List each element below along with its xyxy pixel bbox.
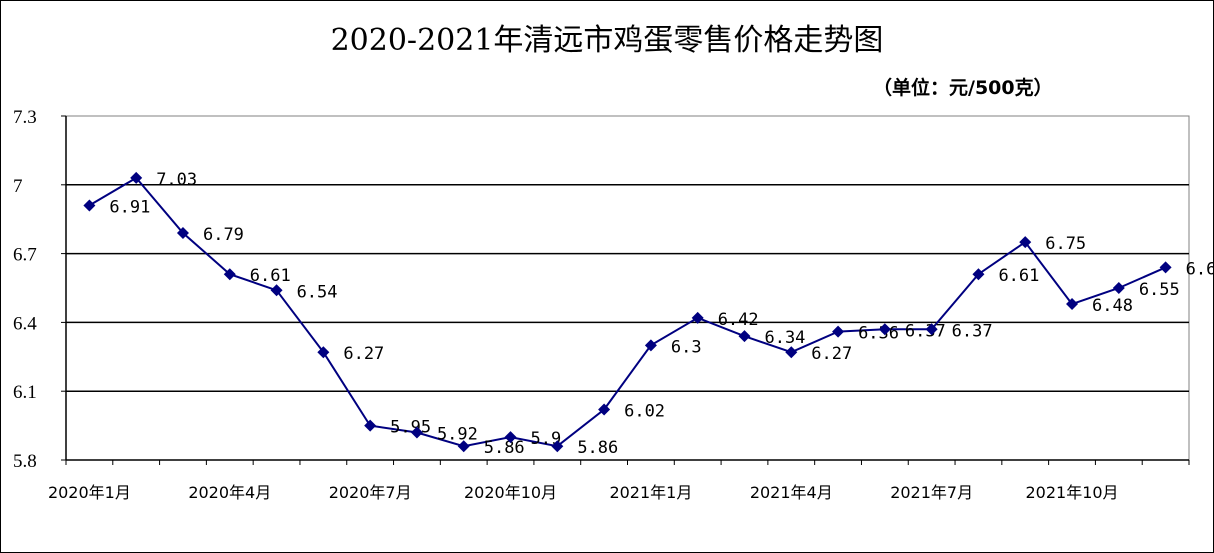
data-point-marker [270, 284, 283, 297]
data-label: 6.42 [718, 310, 759, 330]
y-tick-label: 5.8 [13, 451, 37, 472]
data-label: 6.27 [343, 344, 384, 364]
data-label: 6.55 [1139, 280, 1180, 300]
data-label: 6.54 [297, 282, 338, 302]
data-point-marker [832, 325, 845, 338]
y-tick-label: 6.1 [13, 382, 37, 403]
data-point-marker [504, 431, 517, 444]
data-point-marker [1019, 236, 1032, 249]
data-label: 5.86 [484, 438, 525, 458]
data-label: 7.03 [156, 170, 197, 190]
data-point-marker [1159, 261, 1172, 274]
x-tick-label: 2020年10月 [464, 483, 557, 502]
data-label: 6.02 [624, 402, 665, 422]
data-label: 6.48 [1092, 296, 1133, 316]
data-label: 6.3 [671, 337, 702, 357]
data-label: 6.27 [811, 344, 852, 364]
data-point-marker [223, 268, 236, 281]
data-point-marker [457, 440, 470, 453]
data-point-marker [364, 419, 377, 432]
x-tick-label: 2021年1月 [609, 483, 692, 502]
data-point-marker [317, 346, 330, 359]
data-point-marker [785, 346, 798, 359]
data-point-marker [925, 323, 938, 336]
data-point-marker [83, 199, 96, 212]
x-tick-label: 2021年7月 [890, 483, 973, 502]
y-tick-label: 7 [13, 176, 23, 197]
data-point-marker [410, 426, 423, 439]
data-label: 6.37 [905, 321, 946, 341]
data-point-marker [551, 440, 564, 453]
data-label: 6.61 [998, 266, 1039, 286]
data-label: 5.86 [577, 438, 618, 458]
y-tick-label: 6.4 [13, 313, 37, 334]
data-label: 6.36 [858, 324, 899, 344]
x-tick-label: 2020年4月 [188, 483, 271, 502]
data-point-marker [644, 339, 657, 352]
data-label: 6.79 [203, 225, 244, 245]
data-label: 6.75 [1045, 234, 1086, 254]
data-label: 6.34 [764, 328, 805, 348]
data-label: 6.64 [1186, 259, 1213, 279]
data-point-marker [972, 268, 985, 281]
x-tick-label: 2021年10月 [1025, 483, 1118, 502]
data-label: 5.92 [437, 424, 478, 444]
data-label: 6.61 [250, 266, 291, 286]
x-tick-label: 2020年1月 [48, 483, 131, 502]
data-point-marker [1112, 282, 1125, 294]
data-point-marker [176, 226, 189, 239]
data-point-marker [738, 330, 751, 343]
data-point-marker [878, 323, 891, 336]
y-tick-label: 7.3 [13, 107, 37, 128]
data-point-marker [1066, 298, 1079, 311]
series-line [88, 176, 1167, 448]
data-label: 5.95 [390, 418, 431, 438]
x-tick-label: 2020年7月 [329, 483, 412, 502]
data-label: 6.37 [952, 321, 993, 341]
data-point-marker [691, 311, 704, 324]
data-point-marker [598, 403, 611, 416]
data-label: 6.91 [109, 197, 150, 217]
x-tick-label: 2021年4月 [750, 483, 833, 502]
y-tick-label: 6.7 [13, 245, 37, 266]
chart-title: 2020-2021年清远市鸡蛋零售价格走势图 [330, 23, 884, 58]
data-point-marker [130, 171, 143, 184]
unit-label: （单位：元/500克） [873, 77, 1053, 99]
